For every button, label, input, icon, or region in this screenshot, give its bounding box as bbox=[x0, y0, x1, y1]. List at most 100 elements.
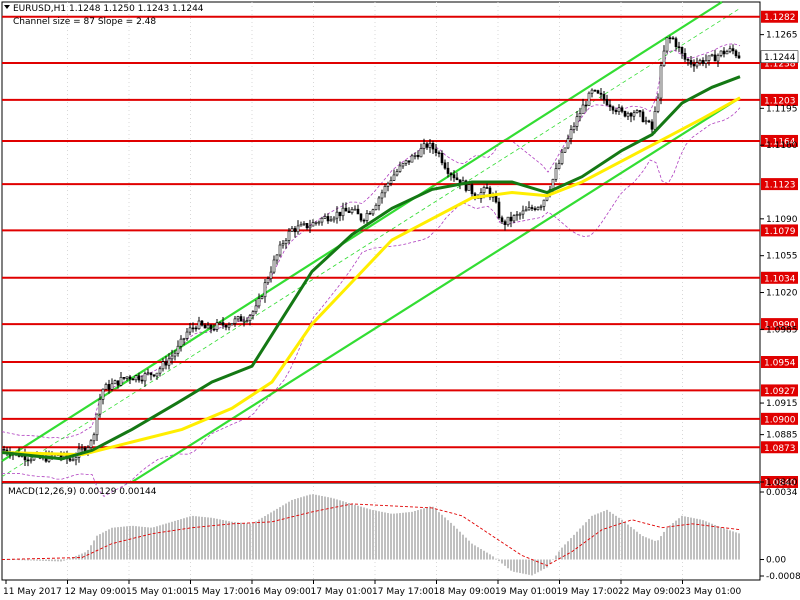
candle-body bbox=[197, 320, 201, 330]
macd-bar bbox=[378, 511, 380, 560]
macd-bar bbox=[267, 514, 269, 560]
macd-bar bbox=[18, 559, 20, 561]
macd-bar bbox=[321, 495, 323, 560]
macd-bar bbox=[609, 511, 611, 560]
macd-bar bbox=[375, 510, 377, 560]
macd-bar bbox=[393, 513, 395, 560]
candle-body bbox=[650, 121, 654, 130]
y-tick-label: 1.1020 bbox=[766, 289, 798, 299]
x-tick-label: 19 May 01:00 bbox=[495, 587, 557, 597]
macd-bar bbox=[411, 511, 413, 560]
macd-bar bbox=[48, 559, 50, 562]
candle-body bbox=[383, 186, 387, 194]
macd-bar bbox=[684, 516, 686, 560]
candle-body bbox=[155, 372, 159, 377]
macd-bar bbox=[552, 559, 554, 561]
candle-body bbox=[518, 213, 522, 216]
candle-body bbox=[365, 213, 369, 221]
ma-slow-line bbox=[1, 96, 741, 457]
candle-body bbox=[626, 113, 630, 117]
grid bbox=[67, 2, 683, 580]
macd-bar bbox=[510, 559, 512, 571]
candle-body bbox=[281, 243, 285, 246]
candle-body bbox=[179, 338, 183, 347]
macd-bar bbox=[333, 498, 335, 560]
candle-body bbox=[428, 143, 432, 148]
candle-body bbox=[731, 48, 735, 52]
macd-bar bbox=[297, 498, 299, 560]
macd-bar bbox=[429, 506, 431, 560]
macd-bar bbox=[189, 516, 191, 560]
candle-body bbox=[563, 147, 567, 153]
candle-body bbox=[608, 104, 612, 108]
level-price-label: 1.1034 bbox=[764, 274, 796, 284]
macd-bar bbox=[726, 529, 728, 560]
level-price-tag bbox=[761, 93, 798, 106]
level-price-label: 1.0840 bbox=[764, 479, 796, 489]
macd-bar bbox=[288, 501, 290, 560]
candle-body bbox=[485, 187, 489, 189]
candle-body bbox=[326, 216, 330, 222]
candle-body bbox=[251, 311, 255, 316]
macd-bar bbox=[63, 559, 65, 561]
x-tick-label: 12 May 09:00 bbox=[65, 587, 127, 597]
candle-body bbox=[530, 207, 534, 209]
macd-bar bbox=[675, 520, 677, 560]
candle-body bbox=[74, 457, 78, 461]
candle-body bbox=[80, 447, 84, 450]
candle-body bbox=[617, 107, 621, 113]
macd-bar bbox=[306, 495, 308, 560]
macd-bar bbox=[246, 523, 248, 560]
level-price-label: 1.1164 bbox=[764, 137, 796, 147]
macd-bar bbox=[237, 522, 239, 560]
candle-body bbox=[116, 380, 120, 386]
candle-body bbox=[470, 184, 474, 195]
macd-bar bbox=[462, 534, 464, 560]
candle-body bbox=[398, 165, 402, 172]
level-price-tag bbox=[761, 57, 798, 70]
macd-bar bbox=[639, 534, 641, 560]
candle-body bbox=[344, 207, 348, 212]
macd-bar bbox=[192, 515, 194, 560]
candle-body bbox=[272, 259, 276, 273]
candle-body bbox=[200, 320, 204, 326]
candle-body bbox=[356, 208, 360, 215]
candle-body bbox=[386, 183, 390, 187]
dropdown-arrow-icon[interactable] bbox=[4, 5, 10, 9]
macd-bar bbox=[477, 547, 479, 560]
macd-bar bbox=[564, 544, 566, 560]
macd-bar bbox=[591, 515, 593, 560]
macd-bar bbox=[456, 528, 458, 560]
macd-bar bbox=[231, 521, 233, 560]
candle-body bbox=[431, 143, 435, 150]
macd-bar bbox=[165, 523, 167, 560]
candle-body bbox=[620, 107, 624, 112]
macd-bar bbox=[42, 559, 44, 561]
macd-bar bbox=[480, 548, 482, 560]
candle-body bbox=[419, 148, 423, 158]
candle-body bbox=[488, 187, 492, 198]
macd-bar bbox=[693, 518, 695, 560]
macd-bar bbox=[255, 521, 257, 560]
candle-body bbox=[125, 376, 129, 379]
macd-bar bbox=[177, 520, 179, 560]
level-price-tag bbox=[761, 134, 798, 147]
symbol-header: EURUSD,H1 1.1248 1.1250 1.1243 1.1244 bbox=[13, 4, 204, 14]
candle-body bbox=[287, 230, 291, 241]
macd-bar bbox=[465, 537, 467, 560]
candle-body bbox=[98, 399, 102, 415]
macd-bar bbox=[555, 555, 557, 560]
candle-body bbox=[209, 324, 213, 330]
macd-bar bbox=[438, 512, 440, 560]
candle-body bbox=[350, 209, 354, 213]
macd-bar bbox=[228, 521, 230, 560]
macd-y-tick-label: 0.0034 bbox=[766, 488, 798, 498]
macd-bar bbox=[528, 559, 530, 575]
macd-bar bbox=[339, 500, 341, 560]
candle-body bbox=[734, 50, 738, 57]
candle-body bbox=[308, 225, 312, 229]
macd-bar bbox=[504, 559, 506, 566]
candle-body bbox=[704, 60, 708, 64]
macd-bar bbox=[681, 515, 683, 560]
candle-body bbox=[722, 50, 726, 55]
